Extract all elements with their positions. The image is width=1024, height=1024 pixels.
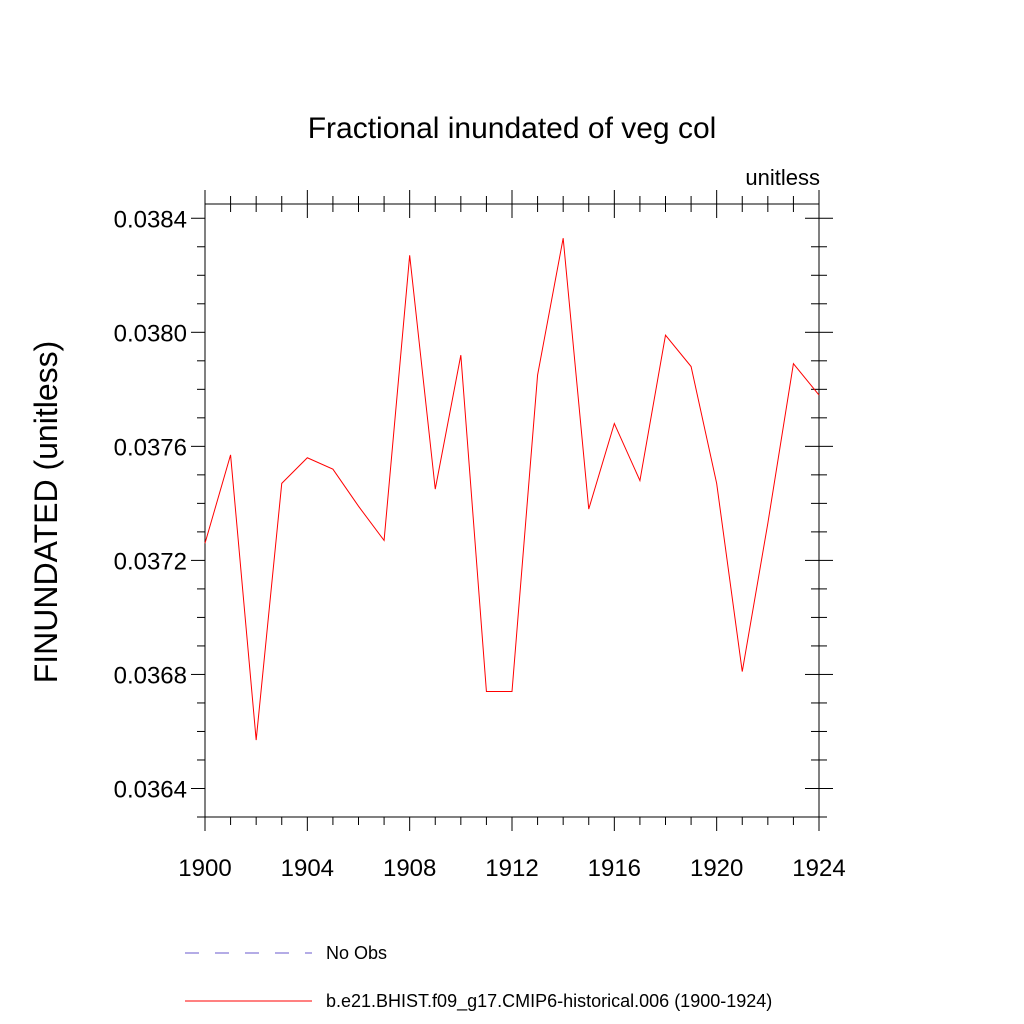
data-point [563,238,564,239]
legend: No Obs b.e21.BHIST.f09_g17.CMIP6-histori… [185,943,772,1012]
x-ticks: 1900 1904 1908 1912 1916 1920 1924 [178,190,846,882]
data-point [435,489,436,490]
data-point [281,483,282,484]
x-tick-label: 1916 [588,855,641,882]
y-ticks: 0.0364 0.0368 0.0372 0.0376 0.0380 0.0384 [114,206,833,818]
chart-title: Fractional inundated of veg col [308,112,717,145]
y-axis-label: FINUNDATED (unitless) [28,341,64,684]
x-tick-label: 1924 [792,855,845,882]
data-point [230,454,231,455]
data-point [511,691,512,692]
data-point [409,255,410,256]
legend-label-historical: b.e21.BHIST.f09_g17.CMIP6-historical.006… [326,991,772,1012]
data-point [767,523,768,524]
series-line-0 [204,238,820,741]
data-point [588,508,589,509]
data-point [256,739,257,740]
data-point [486,691,487,692]
data-point [307,457,308,458]
plot-frame [204,203,820,818]
x-tick-label: 1912 [485,855,538,882]
x-tick-label: 1920 [690,855,743,882]
data-point [818,394,819,395]
data-point [716,483,717,484]
y-tick-label: 0.0376 [114,434,187,461]
data-point [690,366,691,367]
data-point [614,423,615,424]
x-tick-label: 1908 [383,855,436,882]
units-label: unitless [745,165,820,190]
x-tick-label: 1904 [281,855,334,882]
data-point [332,469,333,470]
data-point [358,506,359,507]
y-tick-label: 0.0380 [114,320,187,347]
data-point [742,671,743,672]
data-point [793,363,794,364]
y-tick-label: 0.0364 [114,776,187,803]
data-point [383,540,384,541]
data-point [639,480,640,481]
y-tick-label: 0.0384 [114,206,187,233]
x-tick-label: 1900 [178,855,231,882]
y-tick-label: 0.0368 [114,662,187,689]
data-point [537,374,538,375]
legend-label-no-obs: No Obs [326,943,387,963]
data-point [204,543,205,544]
data-point [665,335,666,336]
series-group [204,238,820,741]
data-point [460,355,461,356]
y-tick-label: 0.0372 [114,548,187,575]
